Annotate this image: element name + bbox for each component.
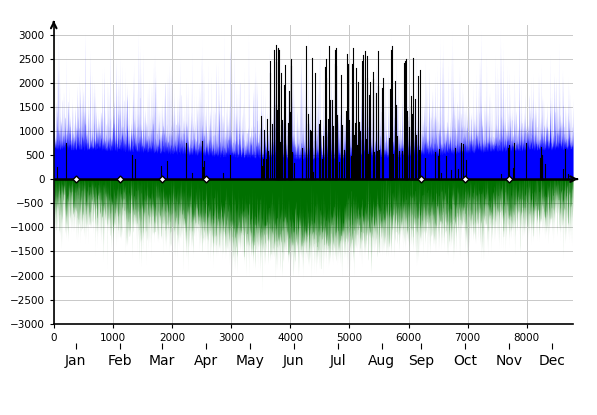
Legend: Sähkötehon tarve, W, Tuotettu sähköteho, W, Ostettava sähköteho, W: Sähkötehon tarve, W, Tuotettu sähköteho,…	[59, 413, 239, 415]
